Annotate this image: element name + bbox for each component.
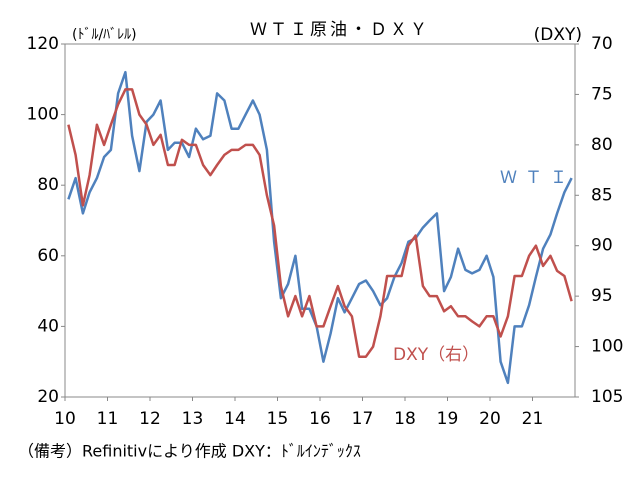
x-tick-label: 12	[139, 409, 161, 429]
y2-tick-label: 90	[591, 236, 613, 256]
series-label: DXY（右）	[393, 345, 479, 365]
y-tick-label: 40	[37, 316, 59, 336]
x-tick-label: 16	[309, 409, 331, 429]
x-tick-label: 19	[437, 409, 459, 429]
x-tick-label: 10	[54, 409, 76, 429]
series-line	[67, 88, 573, 358]
footnote: （備考）Refinitivにより作成 DXY：ﾄﾞﾙｲﾝﾃﾞｯｸｽ	[18, 442, 361, 461]
x-tick-label: 21	[522, 409, 544, 429]
y-tick-label: 120	[27, 34, 59, 54]
series-line	[67, 70, 573, 385]
x-tick-label: 18	[394, 409, 416, 429]
chart-title: ＷＴＩ原油・ＤＸＹ	[250, 20, 430, 40]
y-tick-label: 60	[37, 246, 59, 266]
series-label: ＷＴＩ	[500, 168, 575, 188]
x-tick-label: 17	[352, 409, 374, 429]
x-tick-label: 15	[267, 409, 289, 429]
y2-tick-label: 75	[591, 84, 613, 104]
y2-tick-label: 85	[591, 185, 613, 205]
x-tick-label: 14	[224, 409, 246, 429]
y2-tick-label: 95	[591, 286, 613, 306]
y2-tick-label: 70	[591, 34, 613, 54]
y-axis-label: (ﾄﾞﾙ/ﾊﾞﾚﾙ)	[72, 27, 137, 43]
x-tick-label: 13	[182, 409, 204, 429]
y2-axis-label: (DXY)	[534, 25, 582, 45]
y2-tick-label: 100	[591, 337, 623, 357]
y2-tick-label: 105	[591, 387, 623, 407]
y-tick-label: 20	[37, 387, 59, 407]
x-tick-label: 20	[479, 409, 501, 429]
y-tick-label: 80	[37, 175, 59, 195]
y2-tick-label: 80	[591, 135, 613, 155]
y-tick-label: 100	[27, 105, 59, 125]
x-tick-label: 11	[97, 409, 119, 429]
